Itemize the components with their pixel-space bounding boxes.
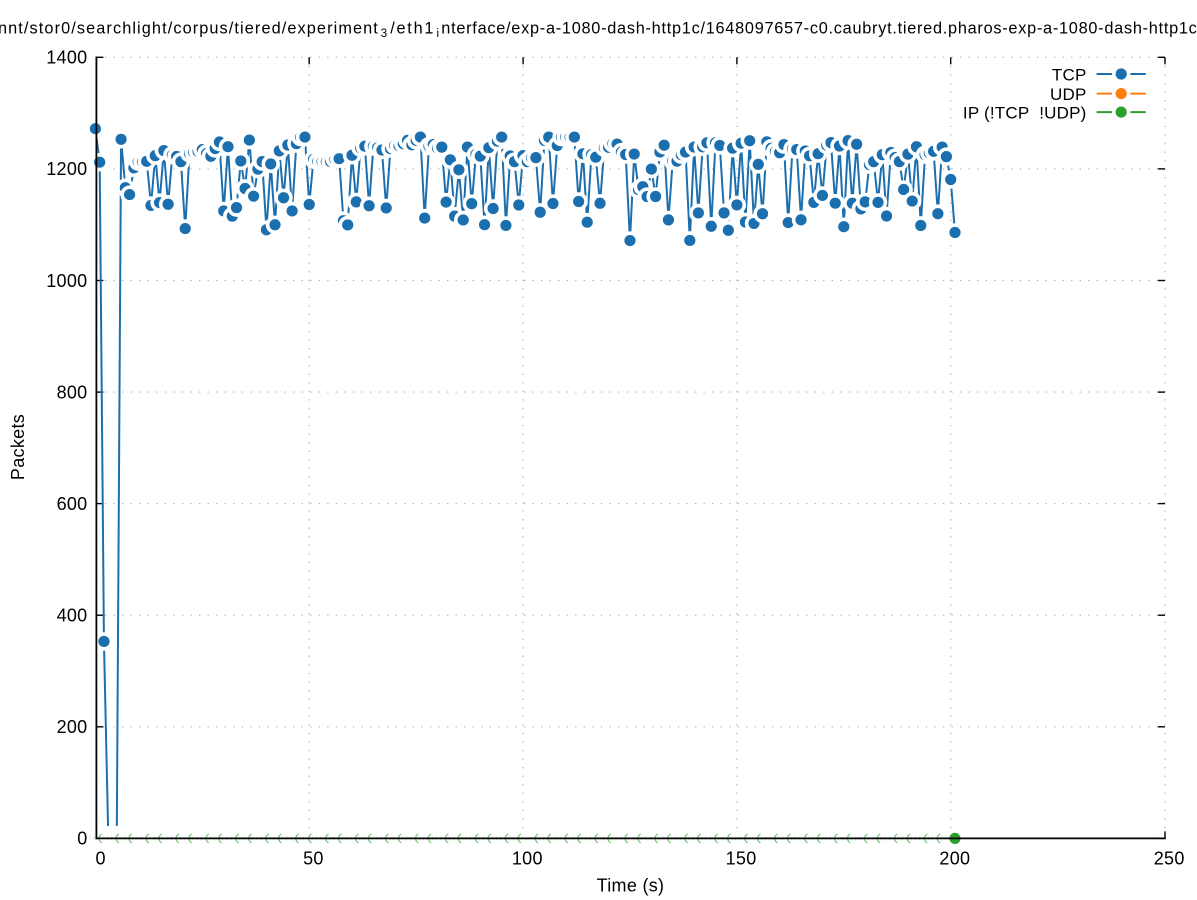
- svg-text:800: 800: [57, 382, 88, 402]
- svg-text:IP (!TCP !UDP): IP (!TCP !UDP): [963, 103, 1087, 122]
- svg-text:150: 150: [726, 848, 757, 868]
- svg-text:100: 100: [512, 848, 543, 868]
- svg-text:1200: 1200: [46, 159, 87, 179]
- svg-text:TCP: TCP: [1052, 65, 1087, 84]
- svg-text:1400: 1400: [46, 48, 87, 68]
- svg-text:nnt/stor0/searchlight/corpus/t: nnt/stor0/searchlight/corpus/tiered/expe…: [0, 19, 1197, 40]
- svg-text:0: 0: [95, 848, 105, 868]
- svg-text:UDP: UDP: [1050, 85, 1087, 104]
- svg-text:0: 0: [77, 829, 87, 849]
- svg-text:250: 250: [1154, 848, 1185, 868]
- svg-text:200: 200: [57, 717, 88, 737]
- svg-text:600: 600: [57, 494, 88, 514]
- svg-text:200: 200: [939, 848, 970, 868]
- svg-text:50: 50: [303, 848, 324, 868]
- svg-text:400: 400: [57, 606, 88, 626]
- svg-text:Packets: Packets: [8, 414, 28, 480]
- svg-text:Time (s): Time (s): [597, 876, 665, 896]
- svg-text:1000: 1000: [46, 271, 87, 291]
